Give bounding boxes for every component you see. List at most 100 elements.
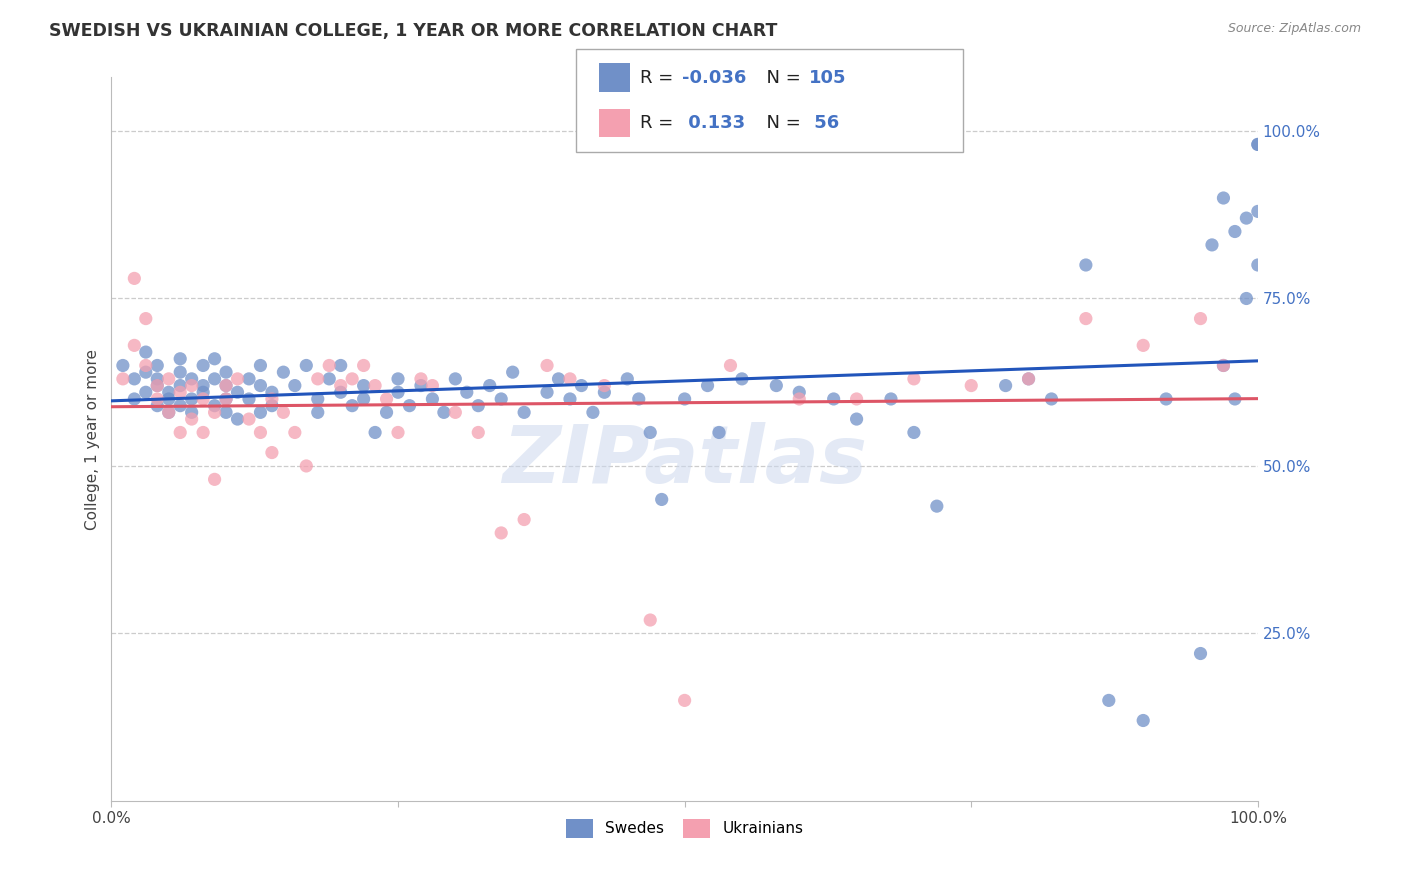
Point <box>215 405 238 419</box>
Point <box>215 378 238 392</box>
Point <box>215 378 238 392</box>
Point <box>720 359 742 373</box>
Point <box>638 425 661 440</box>
Point <box>226 385 249 400</box>
Point <box>456 385 478 400</box>
Point <box>444 405 467 419</box>
Point <box>340 399 363 413</box>
Point <box>111 372 134 386</box>
Point <box>260 385 283 400</box>
Point <box>409 378 432 392</box>
Point <box>1040 392 1063 406</box>
Point <box>1223 392 1246 406</box>
Point <box>823 392 845 406</box>
Point <box>146 359 169 373</box>
Point <box>146 378 169 392</box>
Point <box>204 399 226 413</box>
Point <box>1247 137 1270 152</box>
Point <box>204 405 226 419</box>
Point <box>787 392 810 406</box>
Point <box>513 405 536 419</box>
Point <box>226 372 249 386</box>
Point <box>169 378 191 392</box>
Point <box>880 392 903 406</box>
Point <box>204 472 226 486</box>
Point <box>387 385 409 400</box>
Point <box>249 405 271 419</box>
Point <box>238 372 260 386</box>
Point <box>409 372 432 386</box>
Point <box>616 372 638 386</box>
Point <box>215 365 238 379</box>
Point <box>238 392 260 406</box>
Point <box>191 425 214 440</box>
Point <box>157 405 180 419</box>
Point <box>329 378 352 392</box>
Point <box>157 405 180 419</box>
Legend: Swedes, Ukrainians: Swedes, Ukrainians <box>560 813 810 844</box>
Text: R =: R = <box>640 69 679 87</box>
Point <box>180 392 202 406</box>
Point <box>502 365 524 379</box>
Point <box>353 359 375 373</box>
Point <box>638 613 661 627</box>
Point <box>1074 311 1097 326</box>
Point <box>204 351 226 366</box>
Point <box>422 392 444 406</box>
Point <box>273 365 295 379</box>
Point <box>135 385 157 400</box>
Point <box>787 385 810 400</box>
Point <box>994 378 1017 392</box>
Point <box>845 412 868 426</box>
Point <box>215 392 238 406</box>
Point <box>157 385 180 400</box>
Point <box>157 372 180 386</box>
Point <box>422 378 444 392</box>
Point <box>444 372 467 386</box>
Point <box>433 405 456 419</box>
Point <box>1201 238 1223 252</box>
Point <box>295 458 318 473</box>
Point <box>364 378 387 392</box>
Text: 105: 105 <box>808 69 846 87</box>
Point <box>925 499 948 513</box>
Point <box>387 425 409 440</box>
Point <box>169 425 191 440</box>
Point <box>387 372 409 386</box>
Point <box>582 405 605 419</box>
Point <box>547 372 569 386</box>
Point <box>1018 372 1040 386</box>
Point <box>191 385 214 400</box>
Point <box>307 405 329 419</box>
Point <box>489 525 512 540</box>
Text: SWEDISH VS UKRAINIAN COLLEGE, 1 YEAR OR MORE CORRELATION CHART: SWEDISH VS UKRAINIAN COLLEGE, 1 YEAR OR … <box>49 22 778 40</box>
Point <box>1018 372 1040 386</box>
Point <box>146 399 169 413</box>
Point <box>169 351 191 366</box>
Point <box>364 425 387 440</box>
Point <box>558 392 581 406</box>
Point <box>1074 258 1097 272</box>
Point <box>238 412 260 426</box>
Y-axis label: College, 1 year or more: College, 1 year or more <box>86 349 100 530</box>
Point <box>513 512 536 526</box>
Point <box>558 372 581 386</box>
Text: N =: N = <box>755 114 807 132</box>
Point <box>307 372 329 386</box>
Point <box>1154 392 1177 406</box>
Point <box>124 271 146 285</box>
Point <box>353 378 375 392</box>
Point <box>1234 211 1257 226</box>
Point <box>1189 647 1212 661</box>
Point <box>226 412 249 426</box>
Point <box>375 392 398 406</box>
Point <box>1132 714 1154 728</box>
Point <box>1189 311 1212 326</box>
Text: R =: R = <box>640 114 679 132</box>
Point <box>169 385 191 400</box>
Point <box>284 378 307 392</box>
Point <box>191 378 214 392</box>
Point <box>1212 359 1234 373</box>
Point <box>536 359 558 373</box>
Point <box>1234 292 1257 306</box>
